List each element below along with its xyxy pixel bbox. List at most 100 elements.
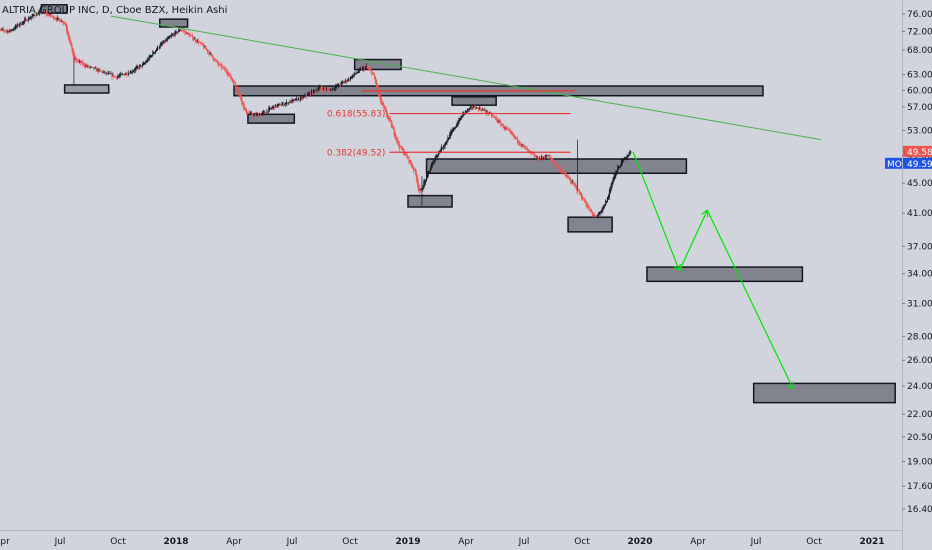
candle-body [211, 53, 213, 58]
drawings-layer: 0.618(55.83) 0.382(49.52) [110, 15, 822, 390]
price-tick-label: 53.00 [907, 126, 932, 136]
candle-body [630, 150, 632, 154]
candle-body [512, 133, 514, 135]
candle-body [361, 69, 363, 71]
candle-body [150, 55, 152, 58]
candle-body [247, 112, 249, 114]
price-tick-label: 17.60 [907, 482, 932, 492]
candle-body [149, 56, 151, 59]
candle-body [253, 114, 255, 116]
price-tick-label: 34.00 [907, 270, 932, 280]
candle-body [576, 186, 578, 192]
candle-body [492, 115, 494, 117]
price-axis[interactable]: 76.0072.0068.0063.0060.0057.0053.0049.00… [885, 10, 932, 515]
candle-body [306, 95, 308, 97]
candle-body [552, 159, 554, 162]
candle-body [451, 130, 453, 134]
candle-body [197, 40, 199, 44]
support-resistance-zone[interactable] [407, 194, 453, 208]
candle-body [74, 54, 76, 61]
candle-body [623, 157, 625, 161]
candle-body [268, 107, 270, 112]
candle-body [302, 96, 304, 99]
candle-body [103, 72, 105, 73]
candle-body [130, 72, 132, 74]
support-resistance-zone[interactable] [752, 382, 896, 404]
candle-body [579, 190, 581, 195]
candle-body [194, 38, 196, 40]
candle-body [96, 69, 98, 70]
candle-body [300, 96, 302, 99]
candle-body [478, 108, 480, 111]
candle-body [12, 29, 14, 31]
candle-body [157, 48, 159, 50]
candle-body [259, 114, 261, 116]
candle-body [37, 14, 39, 16]
candle-body [491, 113, 493, 117]
time-tick-label: Apr [690, 537, 706, 547]
candle-body [102, 71, 104, 74]
candle-body [504, 126, 506, 130]
candle-body [537, 156, 539, 161]
candle-body [502, 124, 504, 126]
price-tick-label: 72.00 [907, 27, 932, 37]
candle-body [335, 86, 337, 89]
candle-body [601, 208, 603, 213]
time-axis[interactable]: Apr Jul Oct 2018 Apr Jul Oct 2019 Apr Jul Oct 2020 A… [0, 537, 885, 547]
candle-body [66, 27, 68, 35]
candle-body [388, 117, 390, 120]
candle-body [301, 97, 303, 99]
candle-body [119, 73, 121, 76]
candle-body [285, 101, 287, 104]
candle-body [286, 102, 288, 105]
candle-body [338, 84, 340, 86]
candle-body [278, 103, 280, 105]
candle-body [138, 66, 140, 69]
candle-body [200, 42, 202, 44]
candle-body [402, 148, 404, 155]
candle-body [71, 43, 73, 53]
support-resistance-zone[interactable] [353, 58, 402, 71]
support-resistance-zone[interactable] [247, 113, 296, 124]
projection-arrow-line[interactable] [706, 209, 794, 390]
projection-arrow-line[interactable] [678, 209, 708, 272]
candle-body [280, 105, 282, 106]
candle-body [580, 192, 582, 195]
support-resistance-zone[interactable] [567, 216, 613, 233]
candle-body [555, 163, 557, 166]
candle-body [187, 32, 189, 34]
candle-body [240, 94, 242, 101]
candle-body [438, 151, 440, 156]
candle-body [357, 71, 359, 73]
candle-body [625, 157, 627, 159]
support-resistance-zone[interactable] [63, 84, 110, 94]
candle-body [352, 74, 354, 77]
candle-body [156, 46, 158, 51]
trend-line[interactable] [110, 15, 822, 141]
candle-body [52, 15, 54, 17]
candle-body [380, 96, 382, 104]
support-resistance-zone[interactable] [40, 4, 68, 14]
candle-body [112, 74, 114, 76]
candle-body [110, 73, 112, 75]
candle-body [604, 204, 606, 207]
candle-body [384, 106, 386, 110]
price-tick-label: 16.40 [907, 505, 932, 515]
candle-body [420, 188, 422, 190]
support-resistance-zone[interactable] [451, 96, 497, 106]
candle-body [48, 14, 50, 16]
candle-body [574, 183, 576, 186]
support-resistance-zone[interactable] [646, 266, 804, 283]
candle-body [22, 21, 24, 25]
candle-body [194, 38, 196, 42]
candle-body [607, 196, 609, 203]
candle-body [13, 28, 15, 30]
candle-body [104, 71, 106, 73]
candle-body [107, 72, 109, 74]
candle-body [47, 13, 49, 17]
candle-body [443, 145, 445, 148]
projection-arrow-line[interactable] [632, 151, 680, 272]
candle-body [20, 23, 22, 25]
